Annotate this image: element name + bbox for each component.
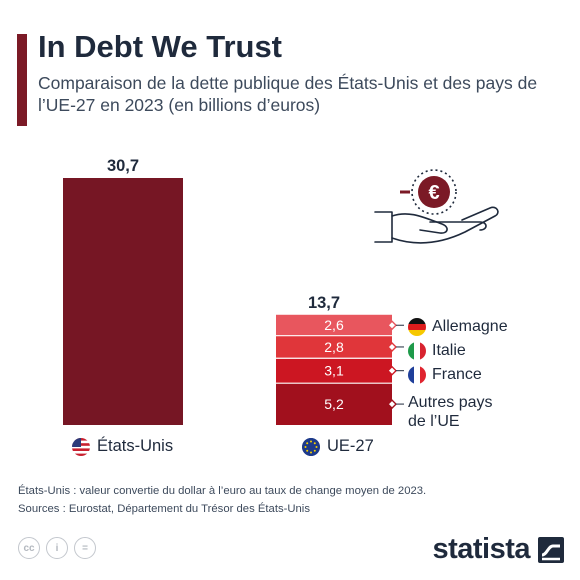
chart-title: In Debt We Trust [38, 29, 283, 64]
value-label-autres: 5,2 [324, 396, 344, 412]
category-label-eu: UE-27 [302, 437, 374, 456]
creative-commons-icon[interactable]: cc [18, 537, 40, 559]
chart-subtitle: Comparaison de la dette publique des Éta… [38, 73, 538, 115]
statista-logo[interactable]: statista [432, 533, 564, 566]
brand-name: statista [432, 533, 530, 565]
category-label-us: États-Unis [72, 437, 173, 456]
segment-label-france-text: France [432, 366, 482, 383]
attribution-icon[interactable]: i [46, 537, 68, 559]
germany-flag-icon [408, 318, 426, 336]
bar-segment-france [276, 358, 392, 384]
italy-flag-icon [408, 342, 426, 360]
value-label-italie: 2,8 [324, 339, 344, 355]
euro-coin-icon: € [400, 169, 457, 215]
value-label-allemagne: 2,6 [324, 317, 344, 333]
segment-label-italie: Italie [408, 342, 466, 360]
category-label-eu-text: UE-27 [327, 437, 374, 455]
bar-us [63, 178, 183, 425]
eu-flag-icon [302, 437, 320, 456]
value-label-france: 3,1 [324, 363, 344, 379]
us-flag-icon [72, 437, 90, 456]
segment-label-allemagne: Allemagne [408, 318, 508, 336]
license-icons: cc i = [18, 537, 96, 559]
footnote-conversion: États-Unis : valeur convertie du dollar … [18, 485, 427, 497]
value-label-eu-total: 13,7 [308, 294, 340, 312]
france-flag-icon [408, 366, 426, 384]
open-hand-icon [374, 206, 499, 244]
bar-segment-allemagne [276, 314, 392, 336]
statista-logo-icon [538, 536, 564, 563]
footnote-sources: Sources : Eurostat, Département du Tréso… [18, 503, 310, 515]
segment-label-france: France [408, 366, 482, 384]
svg-text:€: € [428, 182, 439, 204]
euro-hand-illustration: € [374, 169, 499, 244]
title-accent-bar [17, 34, 27, 126]
category-label-us-text: États-Unis [97, 437, 174, 455]
bar-segment-autres [276, 383, 392, 425]
segment-label-autres-line2: de l’UE [408, 413, 460, 430]
bar-segment-italie [276, 335, 392, 359]
bar-chart: 30,7 2,6 2,8 3,1 5,2 13,7 [63, 157, 404, 425]
segment-label-autres: Autres pays de l’UE [408, 393, 492, 431]
segment-label-autres-line1: Autres pays [408, 394, 493, 411]
no-derivatives-icon[interactable]: = [74, 537, 96, 559]
segment-label-allemagne-text: Allemagne [432, 318, 508, 335]
segment-label-italie-text: Italie [432, 342, 466, 359]
value-label-us-total: 30,7 [107, 157, 139, 175]
